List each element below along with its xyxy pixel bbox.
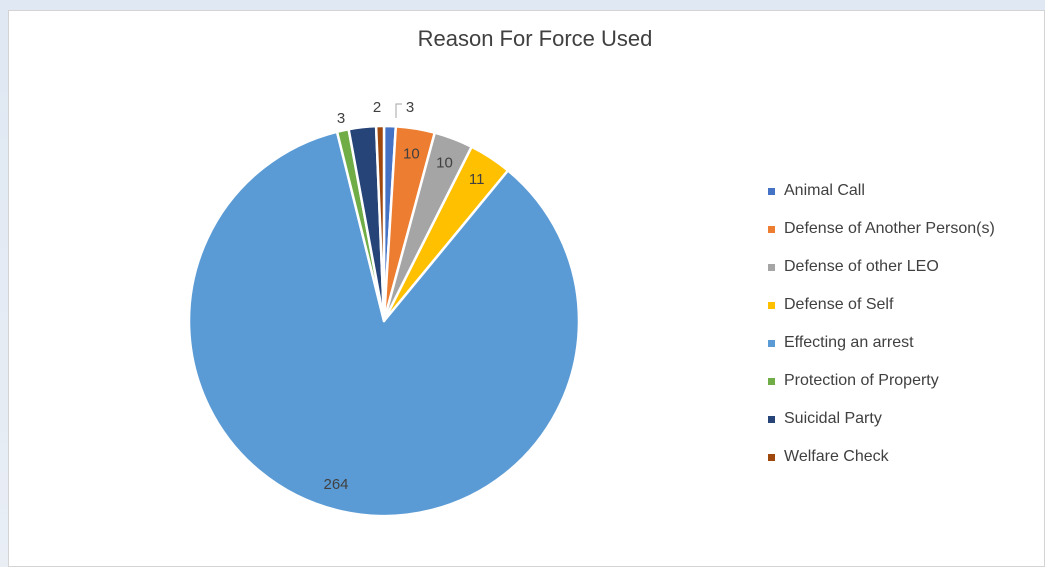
chart-title: Reason For Force Used [417, 26, 653, 51]
data-label-welfare-check: 2 [373, 99, 381, 116]
data-label-defense-of-self: 11 [469, 171, 485, 188]
legend-label: Animal Call [784, 182, 865, 199]
data-label-defense-of-another-person-s: 10 [403, 146, 420, 163]
data-label-defense-of-other-leo: 10 [436, 155, 453, 172]
legend-label: Suicidal Party [784, 410, 882, 427]
legend-swatch [768, 263, 775, 271]
legend-item-defense-of-another-person-s: Defense of Another Person(s) [768, 210, 995, 248]
legend-item-animal-call: Animal Call [768, 172, 995, 210]
legend-label: Defense of Another Person(s) [784, 220, 995, 237]
leader-line-animal-call [395, 103, 402, 118]
legend-item-welfare-check: Welfare Check [768, 438, 995, 476]
data-label-protection-of-property: 3 [337, 110, 345, 127]
legend-label: Effecting an arrest [784, 334, 914, 351]
legend-item-defense-of-other-leo: Defense of other LEO [768, 248, 995, 286]
legend-label: Defense of other LEO [784, 258, 939, 275]
pie-slice-effecting-an-arrest [187, 130, 581, 518]
pie-slice-welfare-check [374, 124, 386, 323]
legend-item-defense-of-self: Defense of Self [768, 286, 995, 324]
legend-swatch [768, 415, 775, 423]
legend-label: Defense of Self [784, 296, 894, 313]
legend-swatch [768, 301, 775, 309]
legend-item-effecting-an-arrest: Effecting an arrest [768, 324, 995, 362]
legend-swatch [768, 225, 775, 233]
legend-swatch [768, 339, 775, 347]
legend-item-suicidal-party: Suicidal Party [768, 400, 995, 438]
legend-item-protection-of-property: Protection of Property [768, 362, 995, 400]
data-label-animal-call: 3 [406, 99, 414, 116]
legend-label: Welfare Check [784, 448, 889, 465]
data-label-effecting-an-arrest: 264 [323, 476, 348, 493]
legend-swatch [768, 187, 775, 195]
legend-swatch [768, 453, 775, 461]
legend-swatch [768, 377, 775, 385]
legend-label: Protection of Property [784, 372, 939, 389]
chart-legend: Animal Call Defense of Another Person(s) D… [768, 172, 995, 476]
